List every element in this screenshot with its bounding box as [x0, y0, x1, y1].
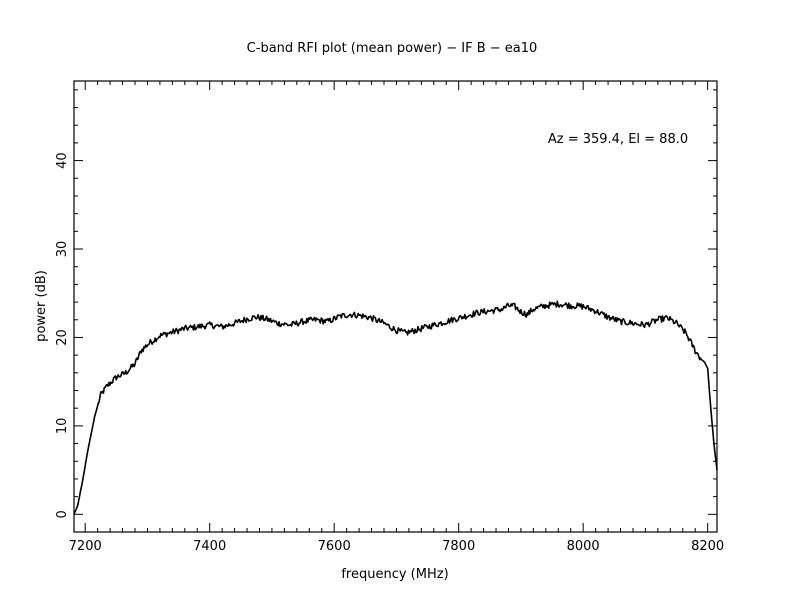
y-axis-label: power (dB)	[34, 270, 49, 342]
x-tick-label: 7600	[318, 539, 351, 554]
x-tick-label: 7800	[442, 539, 475, 554]
plot-frame	[73, 80, 718, 533]
az-el-annotation: Az = 359.4, El = 88.0	[548, 132, 688, 147]
x-tick-label: 7400	[193, 539, 226, 554]
y-tick-label: 40	[55, 152, 70, 169]
y-tick-label: 0	[55, 510, 70, 518]
x-axis-label: frequency (MHz)	[341, 567, 448, 582]
x-tick-labels: 7200 7400 7600 7800 8000 8200	[69, 539, 725, 554]
x-tick-label: 7200	[69, 539, 102, 554]
chart-title: C-band RFI plot (mean power) − IF B − ea…	[247, 41, 538, 56]
y-tick-label: 20	[55, 329, 70, 346]
x-tick-label: 8000	[567, 539, 600, 554]
x-tick-label: 8200	[691, 539, 724, 554]
y-tick-label: 30	[55, 241, 70, 258]
axis-ticks	[74, 81, 717, 532]
y-tick-labels: 0 10 20 30 40	[55, 152, 70, 518]
power-line	[73, 300, 718, 515]
y-tick-label: 10	[55, 418, 70, 435]
